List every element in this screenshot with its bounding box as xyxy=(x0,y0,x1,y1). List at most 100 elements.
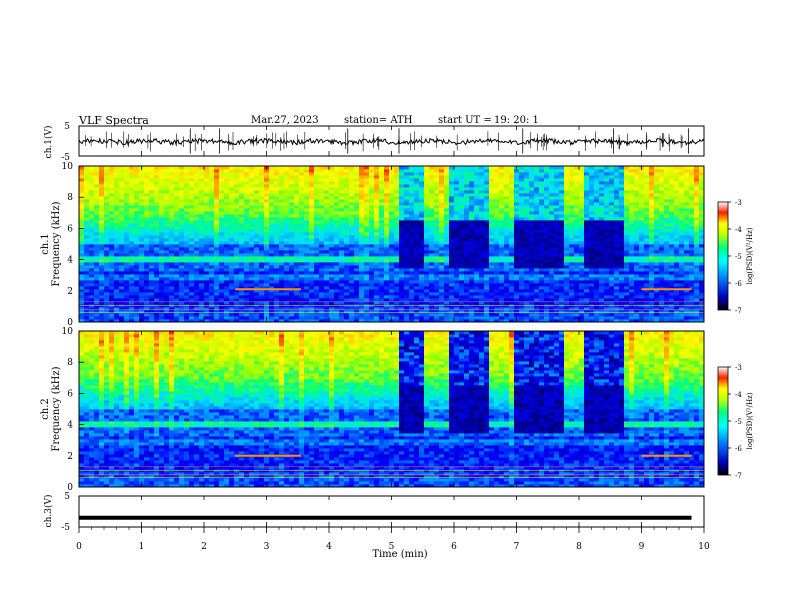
spectrogram-cell xyxy=(494,190,500,194)
spectrogram-cell xyxy=(329,271,335,275)
spectrogram-cell xyxy=(149,268,155,272)
spectrogram-cell xyxy=(519,208,525,212)
spectrogram-cell xyxy=(474,190,480,194)
spectrogram-cell xyxy=(144,265,150,269)
spectrogram-cell xyxy=(294,265,300,269)
spectrogram-cell xyxy=(469,256,475,260)
spectrogram-cell xyxy=(119,316,125,320)
spectrogram-cell xyxy=(459,256,465,260)
spectrogram-cell xyxy=(359,181,365,185)
spectrogram-cell xyxy=(169,199,175,203)
spectrogram-cell xyxy=(94,208,100,212)
spectrogram-cell xyxy=(139,247,145,251)
spectrogram-cell xyxy=(429,277,435,281)
spectrogram-cell xyxy=(504,253,510,257)
spectrogram-cell xyxy=(424,280,430,284)
spectrogram-cell xyxy=(459,241,465,245)
spectrogram-cell xyxy=(239,271,245,275)
spectrogram-cell xyxy=(119,283,125,287)
spectrogram-cell xyxy=(79,283,85,287)
spectrogram-cell xyxy=(429,292,435,296)
spectrogram-cell xyxy=(169,214,175,218)
spectrogram-cell xyxy=(359,238,365,242)
spectrogram-cell xyxy=(94,310,100,314)
spectrogram-cell xyxy=(494,235,500,239)
spectrogram-cell xyxy=(474,241,480,245)
spectrogram-cell xyxy=(489,220,495,224)
spectrogram-cell xyxy=(394,193,400,197)
spectrogram-cell xyxy=(339,280,345,284)
spectrogram-cell xyxy=(119,238,125,242)
spectrogram-cell xyxy=(104,178,110,182)
spectrogram-cell xyxy=(519,289,525,293)
spectrogram-cell xyxy=(314,238,320,242)
spectrogram-cell xyxy=(504,226,510,230)
spectrogram-cell xyxy=(149,238,155,242)
spectrogram-cell xyxy=(279,181,285,185)
spectrogram-cell xyxy=(94,274,100,278)
spectrogram-cell xyxy=(374,247,380,251)
spectrogram-cell xyxy=(349,283,355,287)
spectrogram-cell xyxy=(424,178,430,182)
spectrogram-cell xyxy=(194,217,200,221)
spectrogram-cell xyxy=(524,286,530,290)
spectrogram-cell xyxy=(519,187,525,191)
spectrogram-cell xyxy=(159,298,165,302)
spectrogram-cell xyxy=(279,280,285,284)
spectrogram-cell xyxy=(494,178,500,182)
spectrogram-cell xyxy=(269,223,275,227)
spectrogram-cell xyxy=(99,319,105,323)
spectrogram-cell xyxy=(499,316,505,320)
spectrogram-cell xyxy=(334,226,340,230)
spectrogram-cell xyxy=(174,262,180,266)
spectrogram-cell xyxy=(454,310,460,314)
spectrogram-cell xyxy=(259,211,265,215)
spectrogram-cell xyxy=(264,235,270,239)
spectrogram-cell xyxy=(194,313,200,317)
spectrogram-cell xyxy=(409,253,415,257)
spectrogram-cell xyxy=(124,211,130,215)
spectrogram-cell xyxy=(289,319,295,323)
spectrogram-cell xyxy=(139,202,145,206)
spectrogram-cell xyxy=(259,175,265,179)
spectrogram-cell xyxy=(399,187,405,191)
spectrogram-cell xyxy=(544,271,550,275)
spectrogram-cell xyxy=(384,220,390,224)
spectrogram-cell xyxy=(384,181,390,185)
spectrogram-cell xyxy=(474,169,480,173)
spectrogram-cell xyxy=(384,202,390,206)
spectrogram-cell xyxy=(454,199,460,203)
spectrogram-cell xyxy=(284,256,290,260)
spectrogram-cell xyxy=(534,202,540,206)
spectrogram-cell xyxy=(404,268,410,272)
spectrogram-cell xyxy=(339,316,345,320)
spectrogram-cell xyxy=(514,310,520,314)
spectrogram-cell xyxy=(269,187,275,191)
spectrogram-cell xyxy=(159,241,165,245)
spectrogram-cell xyxy=(174,208,180,212)
spectrogram-cell xyxy=(179,319,185,323)
spectrogram-cell xyxy=(399,193,405,197)
spectrogram-cell xyxy=(289,178,295,182)
spectrogram-cell xyxy=(104,208,110,212)
spectrogram-cell xyxy=(349,253,355,257)
spectrogram-cell xyxy=(439,232,445,236)
spectrogram-cell xyxy=(389,193,395,197)
spectrogram-cell xyxy=(84,307,90,311)
spectrogram-cell xyxy=(289,202,295,206)
spectrogram-cell xyxy=(139,205,145,209)
spectrogram-cell xyxy=(204,250,210,254)
spectrogram-cell xyxy=(234,277,240,281)
spectrogram-cell xyxy=(289,271,295,275)
spectrogram-cell xyxy=(319,187,325,191)
spectrogram-cell xyxy=(139,220,145,224)
spectrogram-cell xyxy=(309,169,315,173)
spectrogram-cell xyxy=(119,190,125,194)
spectrogram-cell xyxy=(544,184,550,188)
spectrogram-cell xyxy=(194,277,200,281)
spectrogram-cell xyxy=(359,169,365,173)
spectrogram-cell xyxy=(139,229,145,233)
spectrogram-cell xyxy=(134,277,140,281)
spectrogram-cell xyxy=(284,319,290,323)
spectrogram-cell xyxy=(199,319,205,323)
